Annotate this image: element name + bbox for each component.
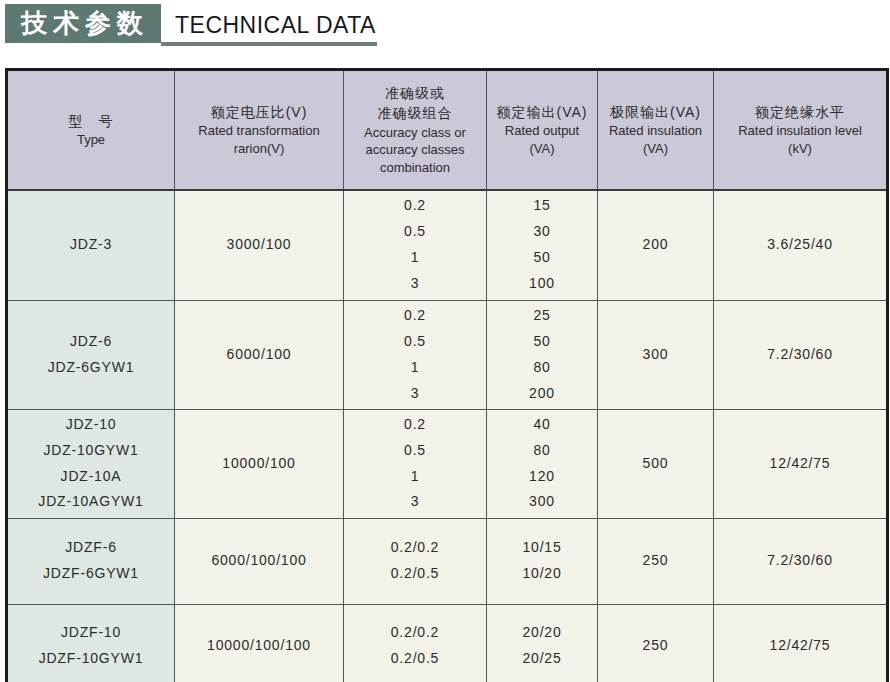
page-title-zh-box: 技术参数 bbox=[5, 4, 161, 43]
table-row: JDZ-3 3000/100 0.2 0.5 1 3 15 30 50 100 … bbox=[7, 190, 888, 301]
cell-limit-output: 200 bbox=[598, 190, 714, 301]
page-title-en-wrap: TECHNICAL DATA bbox=[161, 4, 390, 46]
table-row: JDZ-10 JDZ-10GYW1 JDZ-10A JDZ-10AGYW1 10… bbox=[7, 409, 888, 518]
header-rated-output-zh: 额定输出(VA) bbox=[491, 102, 593, 122]
cell-type: JDZF-6 JDZF-6GYW1 bbox=[7, 518, 175, 604]
cell-type: JDZ-6 JDZ-6GYW1 bbox=[7, 301, 175, 410]
table-row: JDZF-10 JDZF-10GYW1 10000/100/100 0.2/0.… bbox=[7, 604, 888, 682]
header-type-zh: 型 号 bbox=[12, 111, 170, 131]
table-row: JDZ-6 JDZ-6GYW1 6000/100 0.2 0.5 1 3 25 … bbox=[7, 301, 888, 410]
header-cell-accuracy: 准确级或 准确级组合 Accuracy class or accuracy cl… bbox=[344, 70, 487, 190]
cell-voltage-ratio: 6000/100 bbox=[175, 301, 344, 410]
header-accuracy-en: Accuracy class or accuracy classes combi… bbox=[348, 124, 482, 177]
page-title-en: TECHNICAL DATA bbox=[161, 4, 390, 42]
header-insulation-level-zh: 额定绝缘水平 bbox=[718, 102, 882, 122]
cell-insulation-level: 12/42/75 bbox=[714, 604, 888, 682]
cell-voltage-ratio: 10000/100/100 bbox=[175, 604, 344, 682]
cell-accuracy: 0.2 0.5 1 3 bbox=[344, 409, 487, 518]
cell-rated-output: 40 80 120 300 bbox=[487, 409, 598, 518]
cell-rated-output: 10/15 10/20 bbox=[487, 518, 598, 604]
cell-limit-output: 300 bbox=[598, 301, 714, 410]
cell-voltage-ratio: 10000/100 bbox=[175, 409, 344, 518]
table-header-row: 型 号 Type 额定电压比(V) Rated transformation r… bbox=[7, 70, 888, 190]
page-header: 技术参数 TECHNICAL DATA bbox=[5, 4, 886, 56]
cell-limit-output: 250 bbox=[598, 518, 714, 604]
cell-voltage-ratio: 3000/100 bbox=[175, 190, 344, 301]
table-row: JDZF-6 JDZF-6GYW1 6000/100/100 0.2/0.2 0… bbox=[7, 518, 888, 604]
catalog-page: 技术参数 TECHNICAL DATA 型 号 Type 额定电压比(V) Ra… bbox=[0, 0, 890, 682]
header-rated-output-en: Rated output (VA) bbox=[491, 122, 593, 157]
page-title-zh: 技术参数 bbox=[21, 6, 149, 41]
header-limit-output-zh: 极限输出(VA) bbox=[602, 102, 709, 122]
cell-rated-output: 15 30 50 100 bbox=[487, 190, 598, 301]
technical-data-table: 型 号 Type 额定电压比(V) Rated transformation r… bbox=[5, 68, 889, 682]
cell-limit-output: 500 bbox=[598, 409, 714, 518]
header-accuracy-zh: 准确级或 准确级组合 bbox=[348, 83, 482, 124]
cell-accuracy: 0.2/0.2 0.2/0.5 bbox=[344, 604, 487, 682]
cell-rated-output: 20/20 20/25 bbox=[487, 604, 598, 682]
header-cell-type: 型 号 Type bbox=[7, 70, 175, 190]
header-cell-rated-output: 额定输出(VA) Rated output (VA) bbox=[487, 70, 598, 190]
cell-accuracy: 0.2 0.5 1 3 bbox=[344, 301, 487, 410]
title-underline bbox=[161, 42, 377, 46]
cell-insulation-level: 7.2/30/60 bbox=[714, 518, 888, 604]
header-cell-limit-output: 极限输出(VA) Rated insulation (VA) bbox=[598, 70, 714, 190]
cell-voltage-ratio: 6000/100/100 bbox=[175, 518, 344, 604]
cell-limit-output: 250 bbox=[598, 604, 714, 682]
header-voltage-ratio-en: Rated transformation rarion(V) bbox=[179, 122, 339, 157]
cell-type: JDZ-10 JDZ-10GYW1 JDZ-10A JDZ-10AGYW1 bbox=[7, 409, 175, 518]
header-type-en: Type bbox=[12, 131, 170, 149]
cell-type: JDZ-3 bbox=[7, 190, 175, 301]
cell-accuracy: 0.2/0.2 0.2/0.5 bbox=[344, 518, 487, 604]
cell-insulation-level: 12/42/75 bbox=[714, 409, 888, 518]
cell-insulation-level: 3.6/25/40 bbox=[714, 190, 888, 301]
header-insulation-level-en: Rated insulation level (kV) bbox=[718, 122, 882, 157]
header-limit-output-en: Rated insulation (VA) bbox=[602, 122, 709, 157]
cell-rated-output: 25 50 80 200 bbox=[487, 301, 598, 410]
header-cell-insulation-level: 额定绝缘水平 Rated insulation level (kV) bbox=[714, 70, 888, 190]
cell-type: JDZF-10 JDZF-10GYW1 bbox=[7, 604, 175, 682]
cell-insulation-level: 7.2/30/60 bbox=[714, 301, 888, 410]
cell-accuracy: 0.2 0.5 1 3 bbox=[344, 190, 487, 301]
header-cell-voltage-ratio: 额定电压比(V) Rated transformation rarion(V) bbox=[175, 70, 344, 190]
header-voltage-ratio-zh: 额定电压比(V) bbox=[179, 102, 339, 122]
